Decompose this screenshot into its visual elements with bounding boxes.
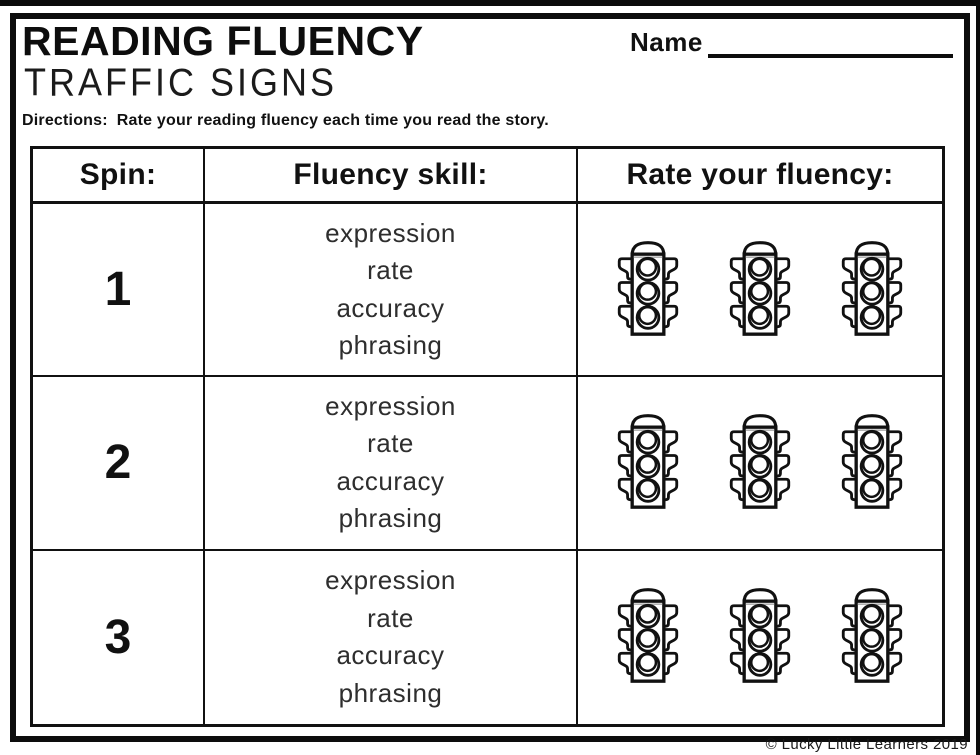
skill-label: phrasing	[338, 330, 443, 361]
spin-number-cell: 1	[33, 204, 205, 378]
page-subtitle: TRAFFIC SIGNS	[24, 60, 338, 105]
scan-edge-right	[976, 0, 980, 755]
spin-number-cell: 3	[33, 550, 205, 724]
fluency-skills-cell: expression rate accuracy phrasing	[205, 377, 578, 551]
name-label: Name	[630, 27, 703, 57]
traffic-light-icon	[608, 580, 688, 694]
skill-label: expression	[325, 565, 456, 596]
skill-label: rate	[367, 428, 414, 459]
rating-cell	[578, 551, 942, 724]
spin-number-cell: 2	[33, 377, 205, 551]
column-header-fluency-skill: Fluency skill:	[205, 149, 578, 204]
traffic-light-icon	[608, 233, 688, 347]
skill-label: rate	[367, 602, 414, 633]
column-header-rate-your-fluency: Rate your fluency:	[578, 149, 942, 204]
directions-label: Directions:	[22, 112, 108, 129]
copyright-text: © Lucky Little Learners 2019	[765, 736, 968, 753]
fluency-skills-cell: expression rate accuracy phrasing	[205, 204, 578, 378]
traffic-light-icon	[832, 233, 912, 347]
directions-text: Rate your reading fluency each time you …	[116, 112, 549, 129]
page-title: READING FLUENCY	[22, 18, 424, 64]
skill-label: phrasing	[338, 503, 443, 534]
traffic-light-icon	[720, 233, 800, 347]
traffic-light-icon	[832, 406, 912, 520]
skill-label: expression	[325, 390, 456, 421]
page-border-frame	[10, 13, 970, 742]
traffic-light-icon	[720, 406, 800, 520]
name-fill-in-line[interactable]	[708, 54, 953, 58]
skill-label: accuracy	[336, 640, 445, 671]
directions: Directions: Rate your reading fluency eac…	[22, 112, 549, 130]
rating-cell	[578, 204, 942, 378]
skill-label: accuracy	[336, 292, 445, 323]
traffic-light-icon	[832, 580, 912, 694]
traffic-light-icon	[720, 580, 800, 694]
skill-label: rate	[367, 255, 414, 286]
fluency-table: Spin: Fluency skill: Rate your fluency: …	[30, 146, 945, 727]
traffic-light-icon	[608, 406, 688, 520]
skill-label: phrasing	[338, 677, 443, 708]
skill-label: accuracy	[336, 465, 445, 496]
scan-edge-top	[0, 0, 980, 6]
rating-cell	[578, 377, 942, 551]
skill-label: expression	[325, 217, 456, 248]
column-header-spin: Spin:	[33, 149, 205, 204]
fluency-skills-cell: expression rate accuracy phrasing	[205, 550, 578, 724]
